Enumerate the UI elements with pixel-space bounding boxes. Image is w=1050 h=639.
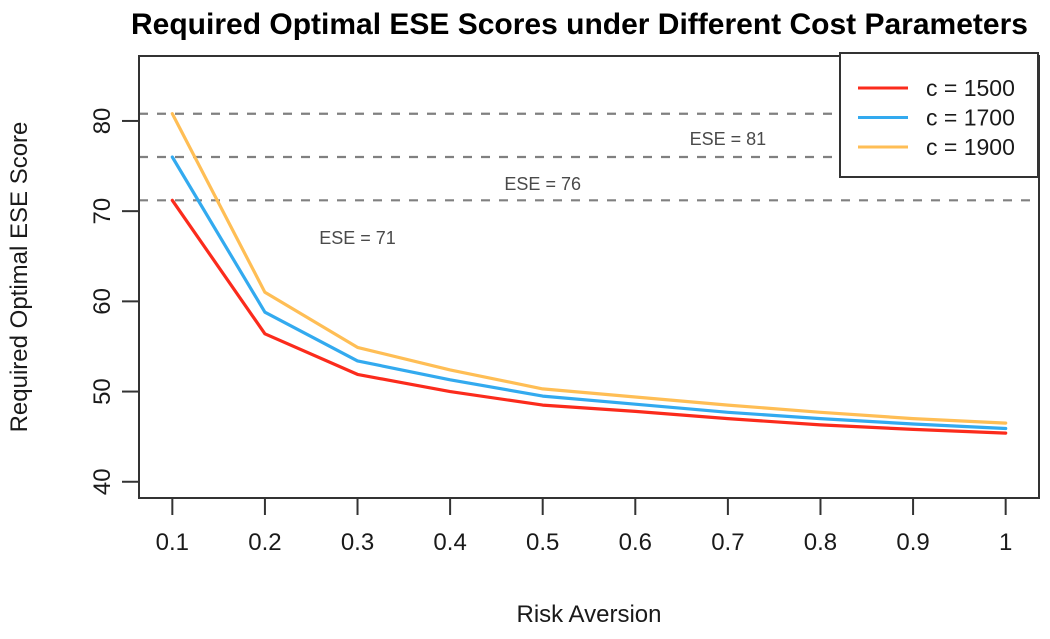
series-line-1 (170, 198, 1008, 435)
legend-entry-label: c = 1900 (926, 134, 1015, 160)
x-tick-label: 0.2 (248, 529, 281, 556)
y-tick-label: 60 (89, 288, 116, 315)
y-axis-label: Required Optimal ESE Score (6, 122, 33, 433)
series-line-2 (170, 155, 1008, 431)
x-tick-label: 0.4 (433, 529, 466, 556)
plot-border (138, 55, 1040, 499)
x-tick-label: 1 (999, 529, 1012, 556)
y-tick-label: 80 (89, 108, 116, 135)
x-tick-label: 0.8 (804, 529, 837, 556)
y-tick-label: 50 (89, 378, 116, 405)
x-tick-label: 0.9 (896, 529, 929, 556)
reference-line-label: ESE = 81 (690, 129, 767, 149)
x-tick-label: 0.5 (526, 529, 559, 556)
chart-title: Required Optimal ESE Scores under Differ… (131, 8, 1028, 41)
y-tick-label: 70 (89, 198, 116, 225)
x-tick-label: 0.6 (619, 529, 652, 556)
legend-entry-label: c = 1500 (926, 75, 1015, 101)
legend-entry-label: c = 1700 (926, 105, 1015, 131)
x-tick-label: 0.7 (711, 529, 744, 556)
x-tick-label: 0.1 (156, 529, 189, 556)
x-axis-label: Risk Aversion (517, 601, 662, 628)
legend-box (839, 52, 1039, 178)
x-tick-label: 0.3 (341, 529, 374, 556)
reference-line-label: ESE = 71 (319, 228, 396, 248)
series-line-3 (170, 112, 1008, 425)
y-tick-label: 40 (89, 468, 116, 495)
reference-line-label: ESE = 76 (504, 174, 581, 194)
